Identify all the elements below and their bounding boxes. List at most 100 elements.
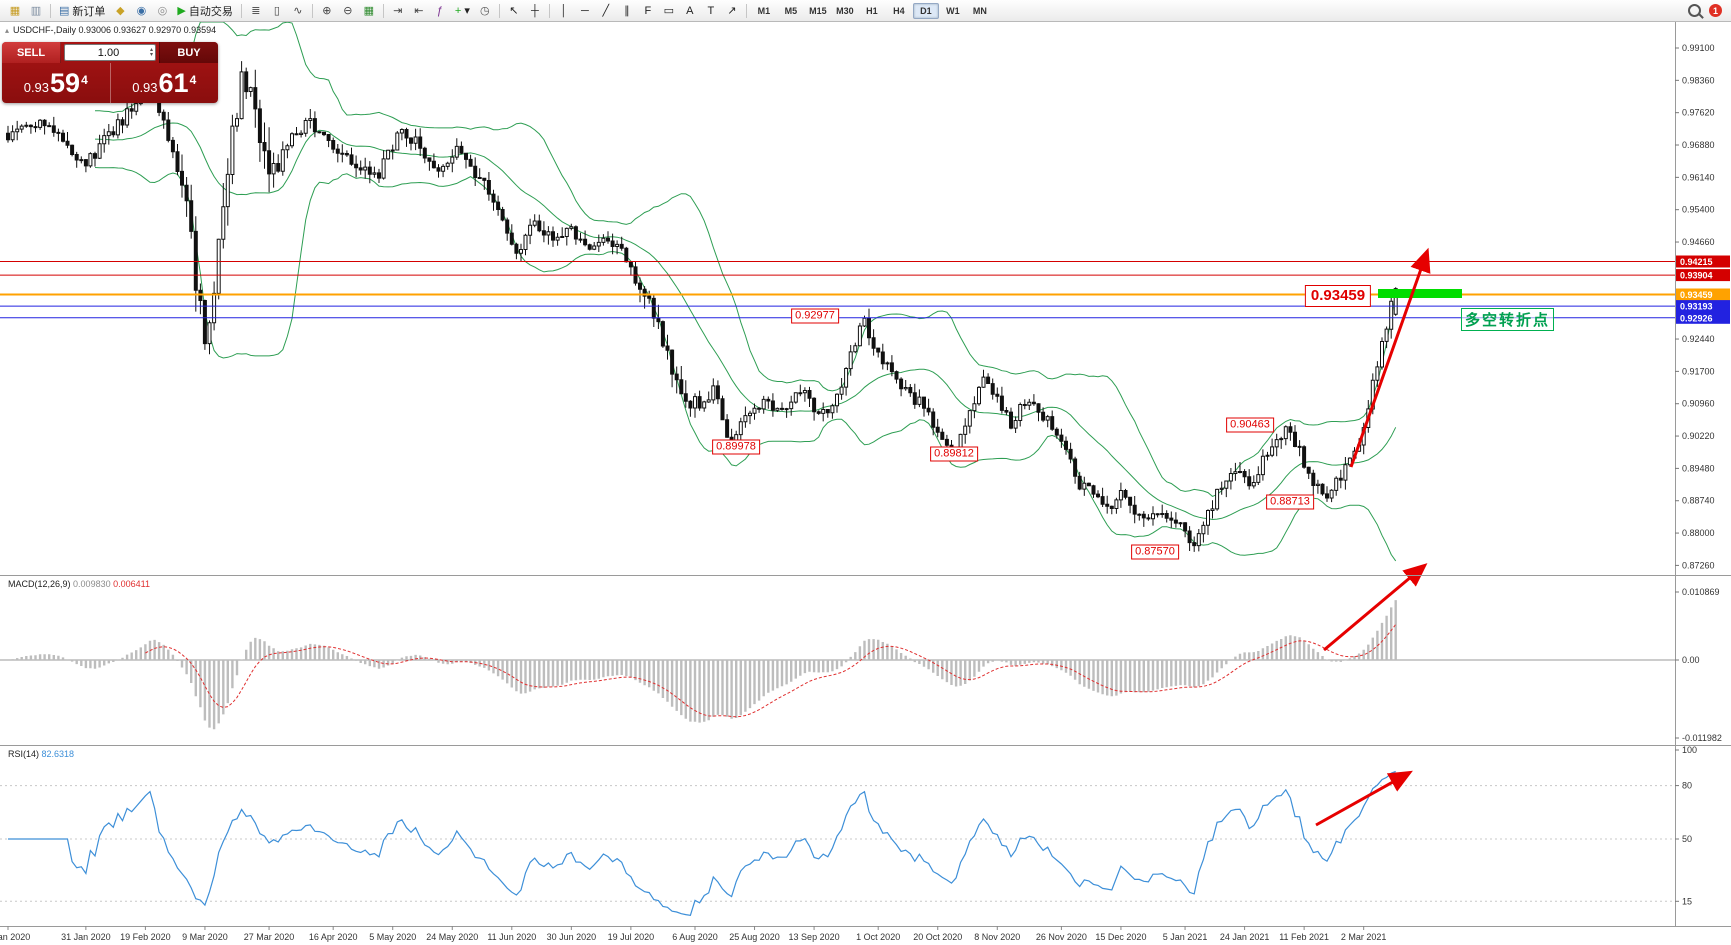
price-callout[interactable]: 0.92977: [791, 308, 839, 324]
svg-text:26 Nov 2020: 26 Nov 2020: [1036, 932, 1087, 942]
autotrading-button[interactable]: ▶ 自动交易: [173, 2, 236, 19]
line-chart-icon[interactable]: ∿: [293, 5, 303, 17]
svg-text:2 Mar 2021: 2 Mar 2021: [1341, 932, 1387, 942]
auto-scroll-icon[interactable]: ⇥: [393, 5, 403, 17]
svg-text:0.90220: 0.90220: [1682, 431, 1715, 441]
bid-price-small: 0.93: [23, 80, 50, 95]
timeframe-w1-button[interactable]: W1: [946, 5, 960, 16]
volume-stepper[interactable]: ▴ ▾: [149, 46, 153, 58]
add-indicator-button[interactable]: + ▾: [451, 2, 474, 19]
timeframe-m1-button[interactable]: M1: [757, 5, 771, 16]
text-label-icon[interactable]: T: [707, 4, 715, 17]
vertical-line-icon[interactable]: │: [560, 4, 568, 17]
fibonacci-icon[interactable]: F: [644, 4, 652, 17]
chart-title-text: USDCHF-,Daily 0.93006 0.93627 0.92970 0.…: [13, 25, 217, 35]
macd-signal-value: 0.006411: [113, 579, 150, 589]
profiles-icon[interactable]: ▥: [30, 5, 42, 17]
volume-input[interactable]: 1.00 ▴ ▾: [64, 44, 156, 61]
svg-text:0.95400: 0.95400: [1682, 205, 1715, 215]
price-callout[interactable]: 0.93459: [1304, 285, 1372, 307]
indicators-icon[interactable]: ƒ: [436, 4, 443, 17]
cursor-icon[interactable]: ↖: [509, 5, 519, 17]
chart-shift-icon[interactable]: ⇤: [414, 5, 424, 17]
step-up-icon[interactable]: ▴: [149, 46, 153, 53]
candles-layer: [6, 61, 1398, 552]
svg-text:0.93193: 0.93193: [1680, 302, 1713, 312]
price-callout[interactable]: 0.89812: [930, 446, 978, 462]
tile-windows-icon[interactable]: ▦: [363, 5, 375, 17]
rsi-line: [8, 770, 1396, 916]
timeframe-h1-button[interactable]: H1: [866, 5, 878, 16]
toolbar: ▦ ▥ ▤ 新订单 ◆ ◉ ◎ ▶ 自动交易 ≣ ▯ ∿ ⊕ ⊖ ▦ ⇥ ⇤ ƒ + ▾ ◷ ↖ ┼ │ ─ ╱ ∥ F ▭ A T ↗ M1 M…: [0, 0, 1731, 22]
toolbar-separator: [382, 3, 384, 18]
price-callout[interactable]: 0.87570: [1131, 544, 1179, 560]
timeframe-mn-button[interactable]: MN: [972, 5, 987, 16]
macd-signal-line: [145, 624, 1397, 718]
terminal-icon[interactable]: ◉: [136, 5, 147, 17]
add-indicator-button-label: ▾: [464, 5, 470, 17]
new-order-button-label: 新订单: [72, 5, 106, 18]
svg-text:5 May 2020: 5 May 2020: [369, 932, 416, 942]
timeframe-d1-button[interactable]: D1: [912, 2, 939, 19]
horizontal-line-icon[interactable]: ─: [580, 4, 589, 17]
timeframe-m30-button[interactable]: M30: [836, 5, 854, 16]
period-icon[interactable]: ◷: [480, 5, 490, 17]
price-callout[interactable]: 0.90463: [1226, 417, 1274, 433]
search-icon[interactable]: [1688, 4, 1701, 17]
text-icon[interactable]: A: [686, 4, 694, 17]
zoom-out-icon[interactable]: ⊖: [343, 5, 353, 17]
one-click-top-row: SELL 1.00 ▴ ▾ BUY: [2, 42, 218, 63]
svg-text:0.94215: 0.94215: [1680, 257, 1713, 267]
svg-text:0.90960: 0.90960: [1682, 399, 1715, 409]
price-callout[interactable]: 0.88713: [1266, 494, 1314, 510]
macd-name: MACD(12,26,9): [8, 579, 71, 589]
svg-text:0.87260: 0.87260: [1682, 560, 1715, 570]
step-down-icon[interactable]: ▾: [149, 51, 153, 58]
zoom-in-icon[interactable]: ⊕: [322, 5, 332, 17]
equidistant-channel-icon[interactable]: ∥: [624, 5, 630, 17]
crosshair-icon[interactable]: ┼: [530, 4, 539, 17]
volume-value: 1.00: [97, 46, 120, 59]
turning-point-annotation[interactable]: 多空转折点: [1461, 308, 1555, 331]
strategy-tester-icon[interactable]: ◎: [157, 5, 168, 17]
trend-arrows[interactable]: [1315, 247, 1431, 827]
svg-text:0.89480: 0.89480: [1682, 463, 1715, 473]
notification-badge[interactable]: 1: [1709, 4, 1722, 17]
new-order-button[interactable]: ▤ 新订单: [55, 2, 109, 19]
time-axis[interactable]: 8 Jan 2020 31 Jan 2020 19 Feb 2020 9 Mar 20…: [0, 926, 1386, 942]
svg-text:0.92926: 0.92926: [1680, 313, 1713, 323]
bar-chart-icon[interactable]: ≣: [251, 5, 261, 17]
price-axis[interactable]: 0.99100 0.98360 0.97620 0.96880 0.96140 0.954…: [1675, 43, 1730, 906]
ask-price-sup: 4: [189, 73, 197, 87]
svg-text:30 Jun 2020: 30 Jun 2020: [547, 932, 597, 942]
bid-price[interactable]: 0.93 59 4: [2, 68, 110, 98]
shapes-icon[interactable]: ▭: [663, 5, 675, 17]
svg-text:19 Feb 2020: 19 Feb 2020: [120, 932, 171, 942]
timeframe-m5-button[interactable]: M5: [784, 5, 798, 16]
trendline-icon[interactable]: ╱: [602, 5, 610, 17]
svg-text:0.94660: 0.94660: [1682, 237, 1715, 247]
autotrading-icon: ▶: [177, 5, 186, 17]
timeframe-m15-button[interactable]: M15: [809, 5, 827, 16]
bid-price-big: 59: [50, 68, 81, 98]
new-chart-icon[interactable]: ▦: [9, 5, 21, 17]
one-click-trading-panel: SELL 1.00 ▴ ▾ BUY 0.93 59 4 0.93 61 4: [2, 42, 218, 103]
price-divider: [109, 63, 111, 103]
new-order-icon: ▤: [59, 5, 70, 17]
svg-text:0.97620: 0.97620: [1682, 108, 1715, 118]
svg-text:6 Aug 2020: 6 Aug 2020: [672, 932, 718, 942]
timeframe-h4-button[interactable]: H4: [893, 5, 905, 16]
expert-advisors-icon[interactable]: ◆: [116, 5, 125, 17]
candlestick-chart-icon[interactable]: ▯: [273, 5, 280, 17]
buy-button[interactable]: BUY: [159, 42, 218, 63]
arrows-icon[interactable]: ↗: [727, 5, 737, 17]
ask-price[interactable]: 0.93 61 4: [111, 68, 219, 98]
sell-button[interactable]: SELL: [2, 42, 61, 63]
breakout-zone[interactable]: [1378, 289, 1462, 298]
toolbar-separator: [311, 3, 313, 18]
price-callout[interactable]: 0.89978: [712, 439, 760, 455]
toolbar-separator: [745, 3, 747, 18]
svg-text:1 Oct 2020: 1 Oct 2020: [856, 932, 900, 942]
